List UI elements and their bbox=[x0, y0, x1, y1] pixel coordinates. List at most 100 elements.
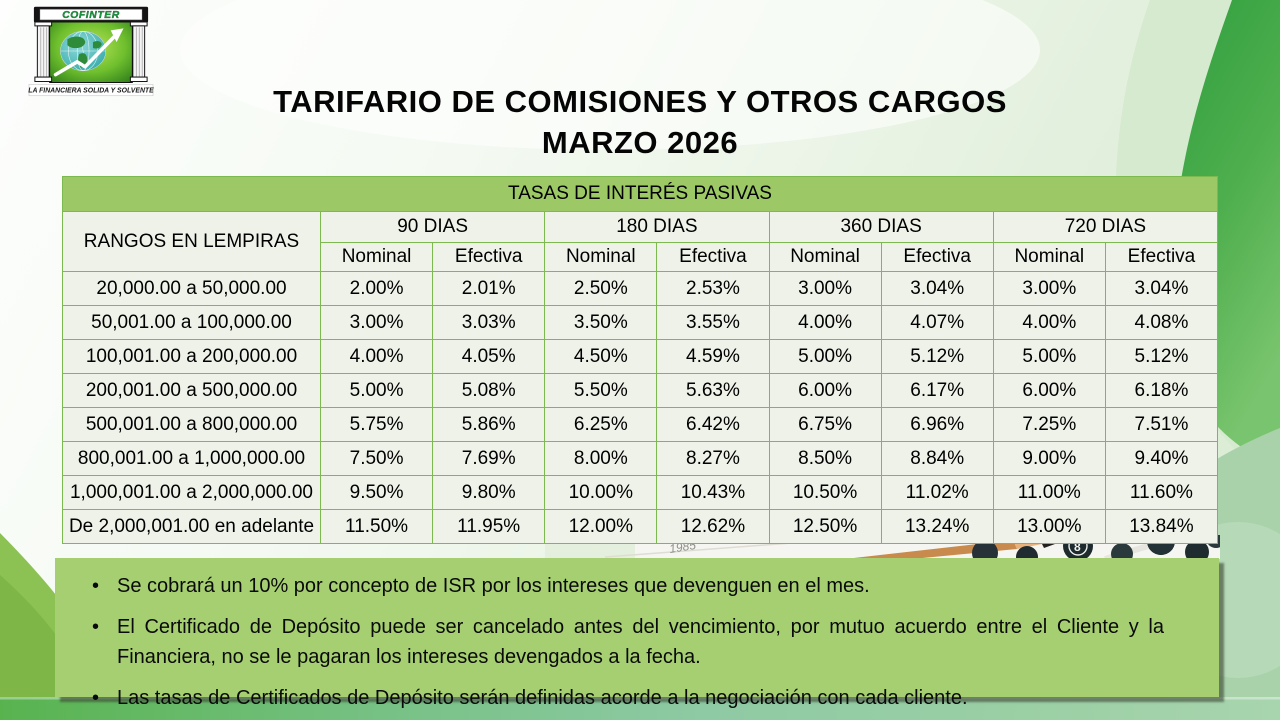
rate-cell: 5.12% bbox=[1104, 339, 1219, 374]
rate-cell: 2.53% bbox=[656, 271, 770, 306]
subheader-efectiva: Efectiva bbox=[656, 242, 770, 272]
rate-cell: 2.01% bbox=[432, 271, 546, 306]
brand-name: COFINTER bbox=[62, 10, 120, 21]
period-header-360: 360 DIAS bbox=[768, 211, 994, 243]
rate-cell: 6.96% bbox=[880, 407, 994, 442]
rate-cell: 2.50% bbox=[544, 271, 658, 306]
row-header: RANGOS EN LEMPIRAS bbox=[62, 211, 321, 272]
rate-cell: 11.02% bbox=[880, 475, 994, 510]
range-cell: 1,000,001.00 a 2,000,000.00 bbox=[62, 475, 321, 510]
rate-cell: 4.05% bbox=[432, 339, 546, 374]
table-row: 200,001.00 a 500,000.00 5.00% 5.08% 5.50… bbox=[62, 373, 1219, 408]
rate-cell: 7.25% bbox=[992, 407, 1106, 442]
subheader-nominal: Nominal bbox=[319, 242, 434, 272]
subheader-nominal: Nominal bbox=[544, 242, 658, 272]
globe-icon bbox=[60, 31, 107, 71]
rate-cell: 4.07% bbox=[880, 305, 994, 340]
rate-cell: 9.40% bbox=[1104, 441, 1219, 476]
table-row: 50,001.00 a 100,000.00 3.00% 3.03% 3.50%… bbox=[62, 305, 1219, 340]
rate-cell: 10.00% bbox=[544, 475, 658, 510]
rate-cell: 6.17% bbox=[880, 373, 994, 408]
range-cell: 500,001.00 a 800,000.00 bbox=[62, 407, 321, 442]
rate-cell: 7.69% bbox=[432, 441, 546, 476]
rate-cell: 5.50% bbox=[544, 373, 658, 408]
rate-cell: 9.00% bbox=[992, 441, 1106, 476]
page-title: TARIFARIO DE COMISIONES Y OTROS CARGOS M… bbox=[0, 84, 1280, 161]
rate-cell: 4.00% bbox=[768, 305, 882, 340]
period-header-180: 180 DIAS bbox=[544, 211, 770, 243]
range-cell: 50,001.00 a 100,000.00 bbox=[62, 305, 321, 340]
table-row: 500,001.00 a 800,000.00 5.75% 5.86% 6.25… bbox=[62, 407, 1219, 442]
rate-cell: 8.50% bbox=[768, 441, 882, 476]
rate-cell: 3.04% bbox=[1104, 271, 1219, 306]
table-caption: TASAS DE INTERÉS PASIVAS bbox=[62, 176, 1218, 212]
rate-cell: 4.59% bbox=[656, 339, 770, 374]
note-text: Las tasas de Certificados de Depósito se… bbox=[117, 687, 968, 709]
rate-cell: 10.43% bbox=[656, 475, 770, 510]
rate-cell: 9.80% bbox=[432, 475, 546, 510]
rate-cell: 5.63% bbox=[656, 373, 770, 408]
subheader-nominal: Nominal bbox=[768, 242, 882, 272]
rate-cell: 2.00% bbox=[319, 271, 434, 306]
table-row: 800,001.00 a 1,000,000.00 7.50% 7.69% 8.… bbox=[62, 441, 1219, 476]
subheader-nominal: Nominal bbox=[992, 242, 1106, 272]
rate-cell: 6.42% bbox=[656, 407, 770, 442]
range-cell: 200,001.00 a 500,000.00 bbox=[62, 373, 321, 408]
subheader-efectiva: Efectiva bbox=[432, 242, 546, 272]
right-column-graphic bbox=[129, 20, 148, 83]
left-column-graphic bbox=[34, 20, 53, 83]
cloud-shape bbox=[180, 0, 1040, 150]
rate-cell: 13.00% bbox=[992, 509, 1106, 544]
note-text: El Certificado de Depósito puede ser can… bbox=[117, 616, 1164, 668]
brand-banner bbox=[39, 8, 143, 21]
rate-cell: 3.00% bbox=[768, 271, 882, 306]
rate-cell: 9.50% bbox=[319, 475, 434, 510]
rate-cell: 5.12% bbox=[880, 339, 994, 374]
rate-cell: 3.50% bbox=[544, 305, 658, 340]
rate-cell: 5.08% bbox=[432, 373, 546, 408]
rate-cell: 6.75% bbox=[768, 407, 882, 442]
rates-table: TASAS DE INTERÉS PASIVAS RANGOS EN LEMPI… bbox=[62, 176, 1219, 544]
rate-cell: 5.75% bbox=[319, 407, 434, 442]
rate-cell: 12.62% bbox=[656, 509, 770, 544]
notes-list: Se cobrará un 10% por concepto de ISR po… bbox=[55, 558, 1219, 713]
period-header-720: 720 DIAS bbox=[992, 211, 1219, 243]
notes-box: Se cobrará un 10% por concepto de ISR po… bbox=[55, 558, 1219, 713]
rate-cell: 11.00% bbox=[992, 475, 1106, 510]
rate-cell: 5.00% bbox=[319, 373, 434, 408]
title-line1: TARIFARIO DE COMISIONES Y OTROS CARGOS bbox=[273, 84, 1007, 119]
rate-cell: 4.00% bbox=[319, 339, 434, 374]
rate-cell: 11.60% bbox=[1104, 475, 1219, 510]
rate-cell: 11.50% bbox=[319, 509, 434, 544]
cofinter-logo: COFINTER LA FINANCIERA SOLIDA Y SOLVENTE bbox=[28, 6, 154, 97]
rate-cell: 8.00% bbox=[544, 441, 658, 476]
subheader-efectiva: Efectiva bbox=[1104, 242, 1219, 272]
table-row: 100,001.00 a 200,000.00 4.00% 4.05% 4.50… bbox=[62, 339, 1219, 374]
tagline-banner bbox=[28, 84, 154, 97]
rate-cell: 11.95% bbox=[432, 509, 546, 544]
note-item: Se cobrará un 10% por concepto de ISR po… bbox=[77, 571, 1164, 601]
rate-cell: 6.00% bbox=[768, 373, 882, 408]
rate-cell: 3.04% bbox=[880, 271, 994, 306]
note-text: Se cobrará un 10% por concepto de ISR po… bbox=[117, 575, 870, 597]
rate-cell: 6.00% bbox=[992, 373, 1106, 408]
note-item: El Certificado de Depósito puede ser can… bbox=[77, 612, 1164, 672]
table-row: De 2,000,001.00 en adelante 11.50% 11.95… bbox=[62, 509, 1219, 544]
rate-cell: 3.00% bbox=[992, 271, 1106, 306]
logo-tagline: LA FINANCIERA SOLIDA Y SOLVENTE bbox=[28, 88, 154, 95]
rate-cell: 6.18% bbox=[1104, 373, 1219, 408]
range-cell: 800,001.00 a 1,000,000.00 bbox=[62, 441, 321, 476]
range-cell: 100,001.00 a 200,000.00 bbox=[62, 339, 321, 374]
rate-cell: 5.00% bbox=[992, 339, 1106, 374]
subheader-efectiva: Efectiva bbox=[880, 242, 994, 272]
rate-cell: 4.08% bbox=[1104, 305, 1219, 340]
rate-cell: 12.50% bbox=[768, 509, 882, 544]
trend-arrow-icon bbox=[53, 28, 124, 77]
rate-cell: 3.03% bbox=[432, 305, 546, 340]
rate-cell: 7.50% bbox=[319, 441, 434, 476]
rate-cell: 8.84% bbox=[880, 441, 994, 476]
title-line2: MARZO 2026 bbox=[541, 125, 739, 160]
rate-cell: 10.50% bbox=[768, 475, 882, 510]
rate-cell: 13.24% bbox=[880, 509, 994, 544]
